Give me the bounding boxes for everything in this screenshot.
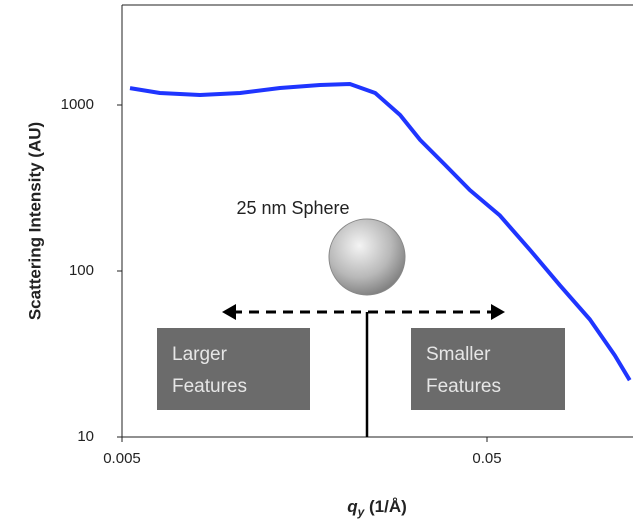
annotation-box	[411, 328, 565, 410]
x-axis-title: qy (1/Å)	[347, 497, 407, 519]
y-tick-label: 1000	[61, 96, 94, 113]
sphere-icon	[328, 218, 406, 296]
y-tick-label: 10	[77, 428, 94, 445]
annotation-text: Features	[426, 376, 501, 397]
x-axis-title-part: q	[347, 497, 358, 516]
annotation-text: 25 nm Sphere	[236, 198, 349, 218]
y-tick-label: 100	[69, 262, 94, 279]
x-tick-label: 0.005	[103, 450, 141, 467]
annotation-text: Features	[172, 376, 247, 397]
x-axis-title-part: (1/Å)	[364, 497, 407, 516]
x-axis-title-part: y	[357, 505, 366, 519]
y-axis-title: Scattering Intensity (AU)	[25, 122, 44, 320]
data-line	[129, 82, 632, 382]
arrow-head	[491, 304, 505, 320]
annotation-text: Larger	[172, 344, 228, 365]
annotation-box	[157, 328, 310, 410]
x-tick-label: 0.05	[472, 450, 501, 467]
arrow-head	[222, 304, 236, 320]
annotation-text: Smaller	[426, 344, 491, 365]
